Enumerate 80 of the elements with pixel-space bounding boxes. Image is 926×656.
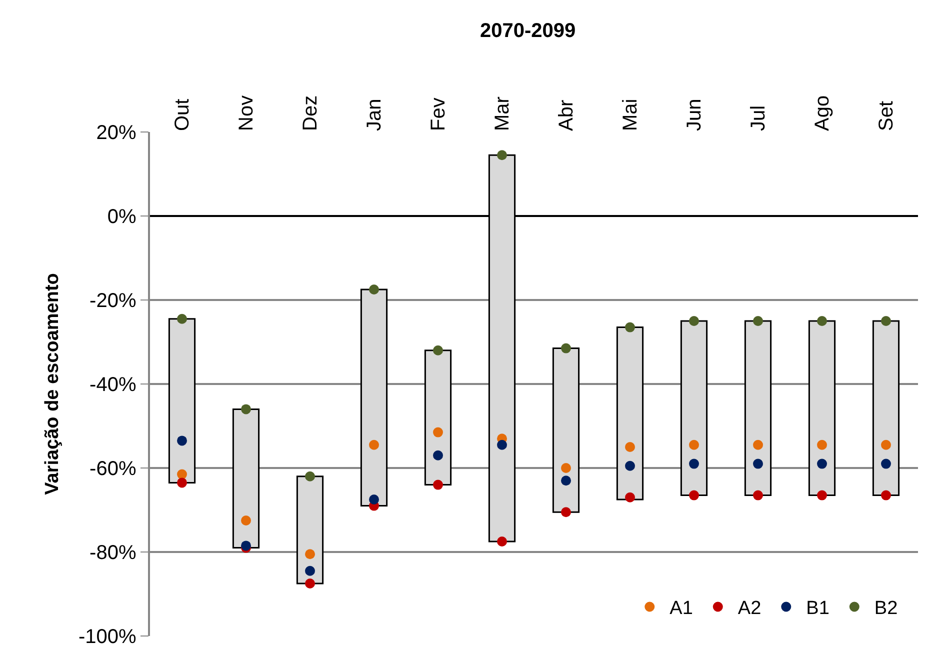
y-tick-label: -60% [90, 458, 136, 480]
point [369, 494, 379, 504]
point [305, 566, 315, 576]
point [305, 549, 315, 560]
point [433, 427, 443, 438]
point [881, 458, 891, 469]
bar [744, 320, 772, 496]
bar [424, 350, 452, 486]
x-tick-label: Fev [428, 98, 450, 131]
point [177, 314, 187, 324]
y-tick-label: -20% [90, 290, 136, 312]
bar [360, 288, 388, 507]
point [881, 316, 891, 326]
y-tick-label: 0% [107, 206, 136, 228]
legend-label: B1 [806, 598, 830, 620]
point [881, 490, 891, 500]
point [753, 316, 763, 326]
point [817, 440, 827, 450]
point [689, 458, 699, 469]
point [497, 440, 507, 450]
x-tick-label: Set [876, 100, 898, 131]
point [881, 440, 891, 450]
point [241, 404, 251, 414]
bar [808, 320, 836, 496]
bar [168, 318, 196, 484]
legend-label: A2 [738, 598, 762, 620]
bar [552, 348, 580, 513]
x-tick-label: Abr [556, 100, 578, 131]
point [689, 490, 699, 500]
y-tick-label: -100% [78, 626, 136, 648]
point [497, 150, 507, 160]
point [561, 507, 571, 518]
x-tick-label: Mar [492, 96, 514, 131]
point [625, 492, 635, 502]
bar [232, 408, 260, 549]
y-tick-label: -40% [90, 374, 136, 396]
point [753, 458, 763, 469]
point [305, 471, 315, 482]
legend-label: B2 [874, 598, 898, 620]
chart-title: 2070-2099 [480, 20, 576, 42]
point [817, 316, 827, 326]
point [177, 469, 187, 480]
point [817, 458, 827, 469]
x-tick-label: Jan [364, 98, 386, 131]
x-tick-label: Dez [300, 95, 322, 131]
x-tick-label: Ago [812, 95, 834, 131]
y-axis-title: Variação de escoamento [42, 273, 63, 495]
point [433, 345, 443, 356]
point [433, 480, 443, 490]
bar [680, 320, 708, 496]
bar [296, 476, 324, 584]
point [753, 440, 763, 450]
bar [616, 326, 644, 500]
bar [872, 320, 900, 496]
point [561, 343, 571, 354]
point [689, 316, 699, 326]
y-tick-label: -80% [90, 542, 136, 564]
x-tick-label: Nov [236, 95, 258, 131]
point [561, 463, 571, 473]
point [753, 490, 763, 500]
point [625, 322, 635, 332]
x-tick-label: Mai [620, 98, 642, 131]
point [561, 476, 571, 486]
point [625, 460, 635, 471]
x-tick-label: Out [172, 98, 194, 131]
point [177, 478, 187, 488]
point [625, 442, 635, 452]
point [369, 440, 379, 450]
point [433, 450, 443, 460]
point [241, 516, 251, 526]
x-tick-label: Jun [684, 98, 706, 131]
x-tick-label: Jul [748, 105, 770, 131]
point [177, 436, 187, 446]
y-tick-label: 20% [96, 122, 136, 144]
point [817, 490, 827, 500]
legend-label: A1 [670, 598, 693, 620]
point [369, 284, 379, 294]
point [497, 536, 507, 546]
point [689, 440, 699, 450]
point [305, 578, 315, 588]
